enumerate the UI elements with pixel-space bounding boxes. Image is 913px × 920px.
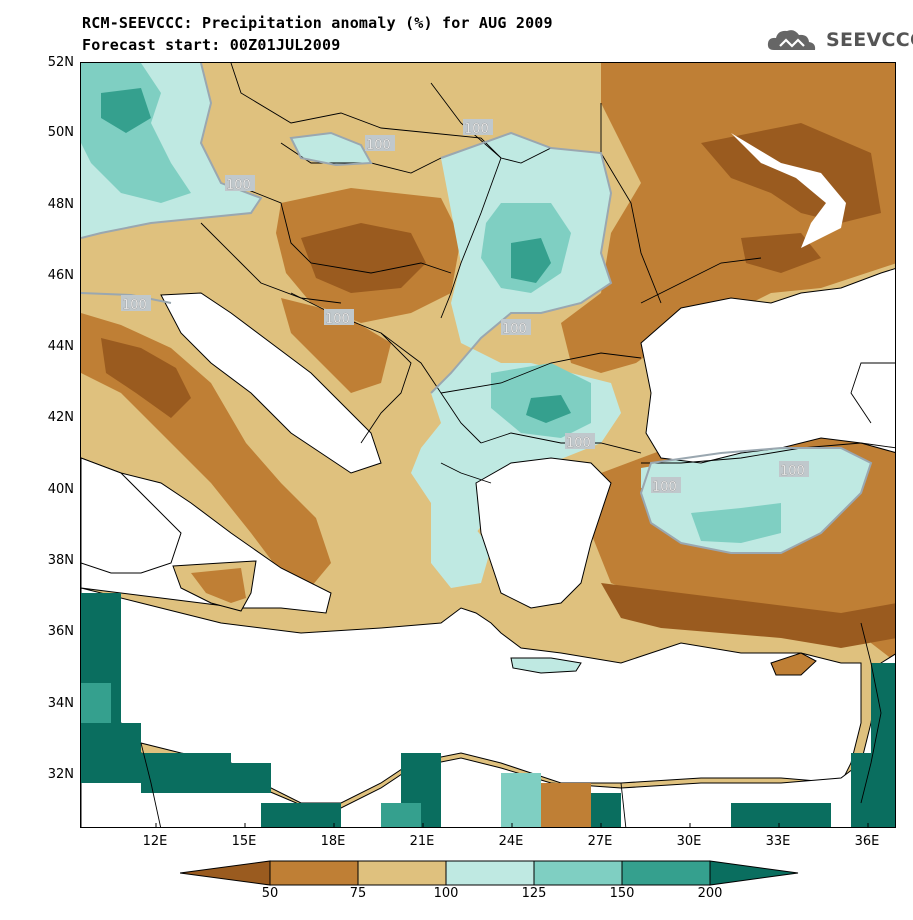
colorbar-seg-50-75 — [269, 860, 359, 886]
lon-label-30e: 30E — [676, 834, 702, 849]
africa-teal-cells — [81, 593, 895, 827]
contour-label-bg — [501, 319, 531, 335]
colorbar-seg-75-100 — [357, 860, 447, 886]
contour-label-anatolia-n: 100 — [780, 464, 805, 479]
sea-tyrrhenian — [81, 457, 182, 574]
lon-label-27e: 27E — [587, 834, 613, 849]
chart-title: RCM-SEEVCCC: Precipitation anomaly (%) f… — [82, 14, 553, 32]
colorbar — [179, 860, 800, 890]
lon-label-33e: 33E — [765, 834, 791, 849]
contour-label-poland: 100 — [464, 122, 489, 137]
forecast-start-subtitle: Forecast start: 00Z01JUL2009 — [82, 36, 341, 54]
contour-label-bg — [324, 309, 354, 325]
contour-label-czech: 100 — [366, 138, 391, 153]
anomaly-150-200-bulgaria — [526, 395, 571, 423]
sea-black — [640, 268, 895, 464]
anomaly-125-150-anatolia — [691, 503, 781, 543]
lat-label-40n: 40N — [47, 482, 74, 497]
sea-adriatic — [160, 292, 382, 474]
lon-label-24e: 24E — [498, 834, 524, 849]
contour-label-bg — [463, 119, 493, 135]
contour-label-thrace: 100 — [566, 436, 591, 451]
contour-label-bg — [365, 135, 395, 151]
contour-label-bg — [565, 433, 595, 449]
cyprus — [770, 652, 817, 676]
dnieper-reservoir — [731, 133, 846, 248]
colorbar-label-200: 200 — [697, 886, 723, 901]
cloud-icon — [767, 30, 816, 50]
lon-label-36e: 36E — [854, 834, 880, 849]
lat-label-50n: 50N — [47, 125, 74, 140]
lat-label-42n: 42N — [47, 410, 74, 425]
contour-label-nitaly: 100 — [122, 298, 147, 313]
lat-label-52n: 52N — [47, 55, 74, 70]
contour-label-croatia: 100 — [325, 312, 350, 327]
colorbar-label-100: 100 — [433, 886, 459, 901]
colorbar-seg-125-150 — [533, 860, 623, 886]
contour-label-alps: 100 — [226, 178, 251, 193]
colorbar-seg-100-125 — [445, 860, 535, 886]
lat-label-34n: 34N — [47, 696, 74, 711]
seevccc-logo: SEEVCCC — [766, 26, 913, 54]
anomaly-50-75-balkan-w — [281, 298, 391, 393]
contour-label-bg — [779, 461, 809, 477]
lon-label-18e: 18E — [320, 834, 346, 849]
colorbar-seg-150-200 — [621, 860, 711, 886]
contour-label-serbia: 100 — [502, 322, 527, 337]
colorbar-seg-gt200 — [709, 860, 799, 886]
axis-ticks — [155, 823, 869, 827]
colorbar-label-75: 75 — [349, 886, 367, 901]
lon-label-12e: 12E — [142, 834, 168, 849]
contour-labels: 100 100 100 100 100 100 100 100 100 — [121, 119, 809, 495]
map-canvas: 100 100 100 100 100 100 100 100 100 — [81, 63, 895, 827]
anomaly-lt50-hungary — [301, 223, 426, 293]
lon-label-21e: 21E — [409, 834, 435, 849]
precipitation-anomaly-map: 100 100 100 100 100 100 100 100 100 — [80, 62, 896, 828]
anomaly-lt50-italy — [101, 338, 191, 418]
anomaly-lt50-turkey-south — [601, 583, 895, 648]
lat-label-38n: 38N — [47, 553, 74, 568]
colorbar-label-125: 125 — [521, 886, 547, 901]
contour-label-bg — [121, 295, 151, 311]
anomaly-150-200-romania — [511, 238, 551, 283]
contour-label-anatolia-w: 100 — [652, 480, 677, 495]
contour-label-bg — [225, 175, 255, 191]
sea-aegean — [475, 457, 612, 609]
lat-label-44n: 44N — [47, 339, 74, 354]
contour-label-bg — [651, 477, 681, 493]
crete — [510, 657, 582, 674]
lat-label-46n: 46N — [47, 268, 74, 283]
colorbar-seg-lt50 — [179, 860, 271, 886]
lon-label-15e: 15E — [231, 834, 257, 849]
lat-label-32n: 32N — [47, 767, 74, 782]
colorbar-svg — [179, 860, 799, 886]
anomaly-lt50-crimea — [741, 233, 821, 273]
colorbar-label-150: 150 — [609, 886, 635, 901]
lat-label-48n: 48N — [47, 197, 74, 212]
anomaly-100-125-greece — [431, 503, 491, 588]
anomaly-150-200-alps — [101, 88, 151, 133]
sicily-dark — [191, 568, 246, 603]
contour-100-lines — [81, 63, 873, 554]
logo-text: SEEVCCC — [826, 29, 913, 51]
lat-label-36n: 36N — [47, 624, 74, 639]
colorbar-label-50: 50 — [261, 886, 279, 901]
